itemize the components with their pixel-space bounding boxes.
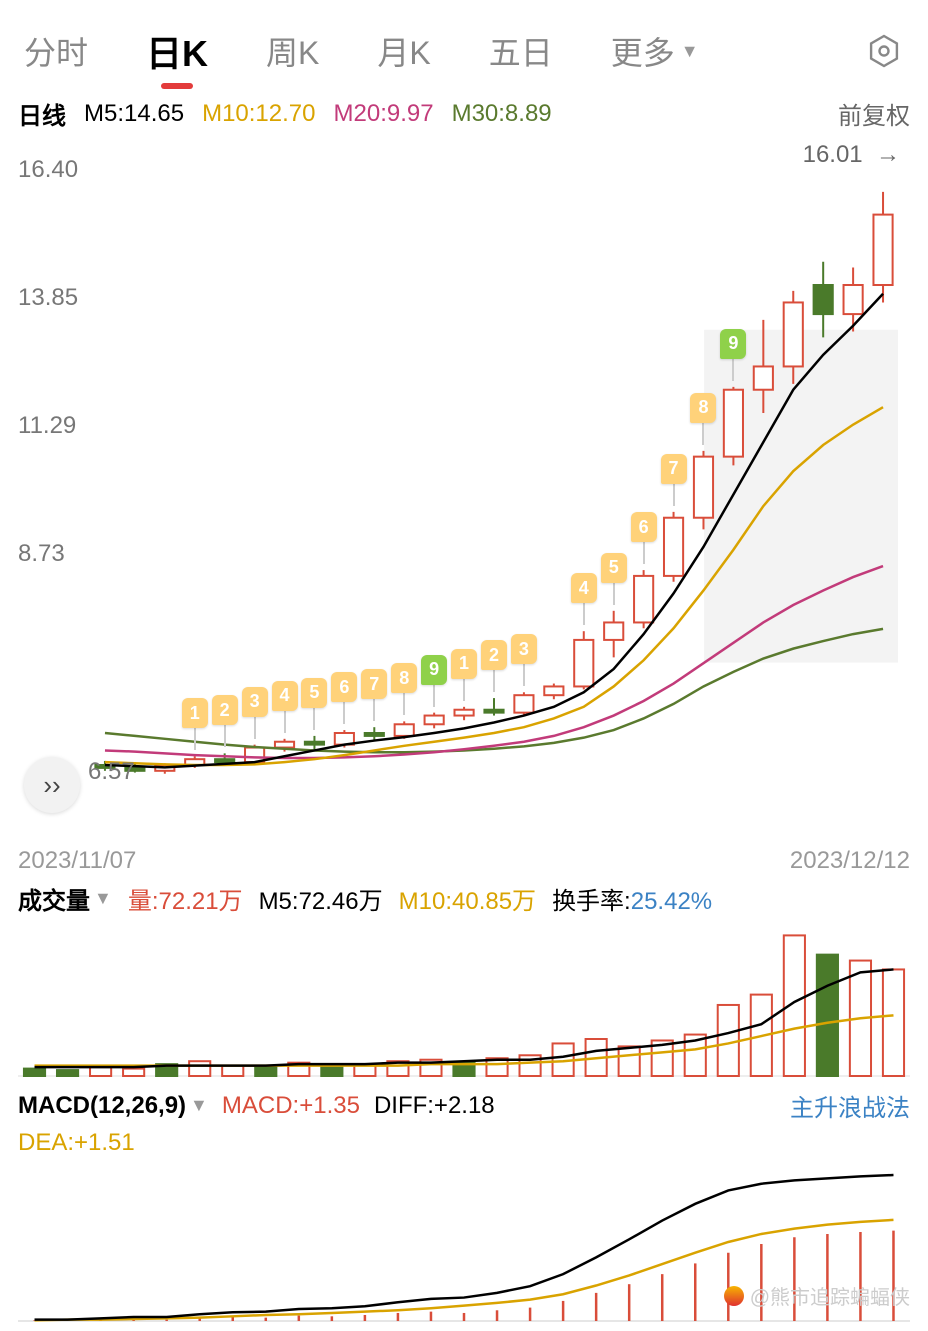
y-axis-label: 8.73 — [18, 540, 65, 568]
scroll-forward-button[interactable]: ›› — [24, 757, 80, 813]
dea-value: DEA:+1.51 — [18, 1129, 135, 1156]
count-badge: 3 — [511, 634, 537, 664]
low-price-label: 6.57 — [88, 758, 135, 786]
kline-label: 日线 — [18, 96, 66, 131]
weibo-icon — [724, 1286, 744, 1306]
ma5-label: M5:14.65 — [84, 100, 184, 128]
count-badge: 9 — [421, 655, 447, 685]
strategy-link[interactable]: 主升浪战法 — [790, 1088, 910, 1123]
count-badge: 2 — [212, 695, 238, 725]
turnover-label: 换手率:25.42% — [552, 881, 712, 916]
ma20-label: M20:9.97 — [334, 100, 434, 128]
count-badge: 1 — [451, 649, 477, 679]
count-badge: 9 — [720, 329, 746, 359]
tab-week-k[interactable]: 周K — [266, 28, 319, 74]
volume-value: 量:72.21万 — [128, 881, 243, 916]
date-end-label: 2023/12/12 — [790, 847, 910, 875]
tab-day-k[interactable]: 日K — [146, 25, 208, 77]
volume-chart[interactable] — [0, 922, 928, 1082]
count-badge: 8 — [391, 663, 417, 693]
volume-m5: M5:72.46万 — [259, 881, 383, 916]
tab-month-k[interactable]: 月K — [377, 28, 430, 74]
chevron-down-icon: ▼ — [190, 1095, 208, 1116]
count-badge: 2 — [481, 640, 507, 670]
volume-m10: M10:40.85万 — [399, 881, 536, 916]
count-badge: 1 — [182, 698, 208, 728]
count-badge: 5 — [301, 678, 327, 708]
ma30-label: M30:8.89 — [452, 100, 552, 128]
watermark: @熊市追踪蝙蝠侠 — [724, 1281, 910, 1310]
count-badge: 6 — [331, 672, 357, 702]
settings-button[interactable] — [864, 31, 904, 71]
timeframe-tabs: 分时 日K 周K 月K 五日 更多 ▼ — [0, 0, 928, 90]
count-badge: 8 — [690, 393, 716, 423]
chevron-down-icon: ▼ — [94, 888, 112, 909]
ma-indicator-row: 日线 M5:14.65 M10:12.70 M20:9.97 M30:8.89 … — [0, 90, 928, 137]
diff-value: DIFF:+2.18 — [374, 1092, 495, 1120]
macd-value: MACD:+1.35 — [222, 1092, 360, 1120]
volume-dropdown[interactable]: 成交量 ▼ — [18, 881, 112, 916]
price-chart[interactable]: ›› 16.4013.8511.298.736.5716.01 →2023/11… — [0, 137, 928, 847]
ma10-label: M10:12.70 — [202, 100, 315, 128]
chevron-down-icon: ▼ — [681, 41, 699, 62]
tab-more[interactable]: 更多 ▼ — [611, 28, 699, 74]
date-start-label: 2023/11/07 — [18, 847, 136, 875]
tab-more-label: 更多 — [611, 28, 675, 74]
macd-dropdown[interactable]: MACD(12,26,9) ▼ — [18, 1092, 208, 1120]
count-badge: 5 — [601, 553, 627, 583]
volume-indicator-row: 成交量 ▼ 量:72.21万 M5:72.46万 M10:40.85万 换手率:… — [0, 875, 928, 922]
y-axis-label: 13.85 — [18, 284, 78, 312]
count-badge: 7 — [661, 454, 687, 484]
count-badge: 6 — [631, 512, 657, 542]
count-badge: 3 — [242, 687, 268, 717]
tab-fenshi[interactable]: 分时 — [24, 28, 88, 74]
last-price-label: 16.01 → — [803, 141, 900, 169]
y-axis-label: 16.40 — [18, 156, 78, 184]
y-axis-label: 11.29 — [18, 412, 76, 440]
macd-indicator-row: MACD(12,26,9) ▼ MACD:+1.35 DIFF:+2.18 主升… — [0, 1082, 928, 1129]
count-badge: 7 — [361, 669, 387, 699]
gear-icon — [866, 33, 902, 69]
count-badge: 4 — [571, 573, 597, 603]
adjust-mode-label: 前复权 — [838, 96, 910, 131]
tab-5day[interactable]: 五日 — [489, 28, 553, 74]
count-badge: 4 — [272, 681, 298, 711]
